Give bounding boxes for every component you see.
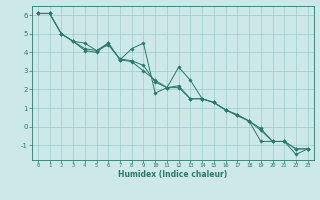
X-axis label: Humidex (Indice chaleur): Humidex (Indice chaleur) [118, 170, 228, 179]
